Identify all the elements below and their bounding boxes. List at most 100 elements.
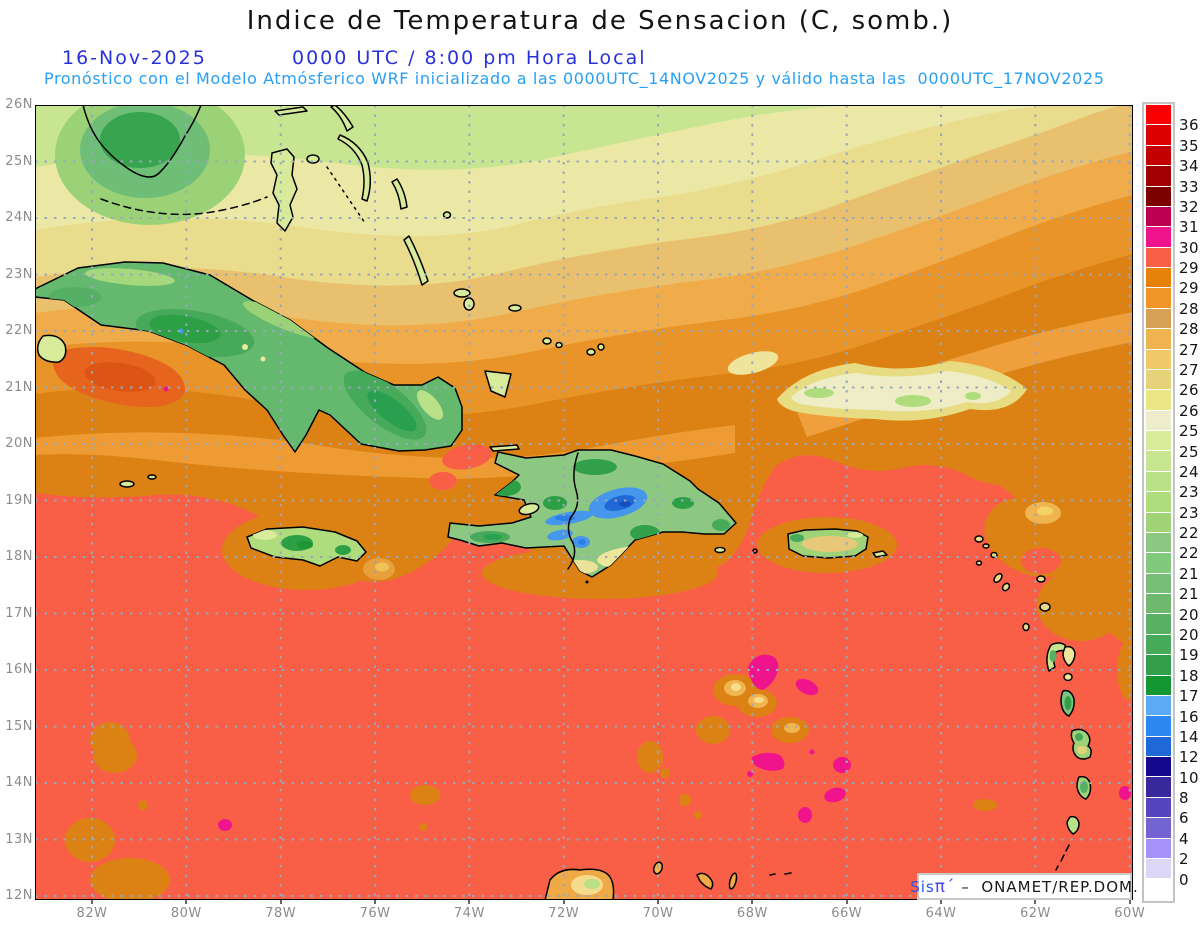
tortuga-island [489, 444, 520, 452]
colorbar-value-21.5: 21.5 [1179, 564, 1200, 583]
colorbar-box-35 [1146, 125, 1171, 146]
colorbar-box-23 [1146, 492, 1171, 513]
lat-label-12N: 12N [5, 888, 33, 903]
colorbar-box-20 [1146, 614, 1171, 635]
colorbar-box-20.5 [1146, 594, 1171, 615]
aruba [652, 861, 664, 875]
lon-label-70W: 70W [642, 906, 674, 921]
colorbar-value-36: 36 [1179, 116, 1200, 135]
colorbar-value-2: 2 [1179, 850, 1190, 869]
colorbar-box-18 [1146, 655, 1171, 676]
lat-label-20N: 20N [5, 436, 33, 451]
colorbar-value-27.5: 27.5 [1179, 340, 1200, 359]
colorbar-value-20: 20 [1179, 626, 1200, 644]
colorbar-box-12 [1146, 736, 1171, 757]
colorbar-box-21.5 [1146, 553, 1171, 574]
lon-tick [1128, 900, 1131, 904]
lon-label-60W: 60W [1114, 906, 1146, 921]
lon-tick [468, 900, 471, 904]
lon-label-80W: 80W [170, 906, 202, 921]
colorbar-value-29: 29 [1179, 279, 1200, 298]
colorbar-value-32: 32 [1179, 197, 1200, 216]
colorbar-box-22.5 [1146, 512, 1171, 533]
colorbar-value-17: 17 [1179, 687, 1200, 706]
lon-tick [845, 900, 848, 904]
colorbar-value-21: 21 [1179, 585, 1200, 604]
attribution-sis: Sis [910, 877, 935, 896]
colorbar-box-29.7 [1146, 247, 1171, 268]
lon-tick [279, 900, 282, 904]
colorbar-value-4: 4 [1179, 829, 1190, 848]
colorbar-box-26 [1146, 390, 1171, 411]
colorbar-value-23.5: 23.5 [1179, 483, 1200, 502]
forecast-time: 0000 UTC / 8:00 pm Hora Local [292, 47, 647, 69]
colorbar-box-29 [1146, 268, 1171, 289]
colorbar-box-32 [1146, 186, 1171, 207]
colorbar-value-26: 26 [1179, 401, 1200, 420]
colorbar-box-27.5 [1146, 329, 1171, 350]
colorbar-value-0: 0 [1179, 870, 1190, 889]
colorbar-box-8 [1146, 777, 1171, 798]
colorbar-box-10 [1146, 757, 1171, 778]
lon-tick [1034, 900, 1037, 904]
colorbar-value-23: 23 [1179, 503, 1200, 522]
attribution-pi-logo: π´ [934, 876, 956, 897]
colorbar-value-26.5: 26.5 [1179, 381, 1200, 400]
andros-island [270, 148, 298, 232]
colorbar-box-19 [1146, 634, 1171, 656]
lat-label-24N: 24N [5, 210, 33, 225]
colorbar-value-28: 28 [1179, 320, 1200, 339]
colorbar-box-28.5 [1146, 288, 1171, 309]
florida-keys [100, 196, 268, 216]
colorbar-box-21 [1146, 573, 1171, 594]
colorbar-box-25 [1146, 431, 1171, 452]
lat-label-15N: 15N [5, 718, 33, 734]
guadeloupe [1046, 642, 1069, 672]
lat-label-13N: 13N [5, 831, 33, 847]
lon-tick [657, 900, 660, 904]
lon-tick [940, 900, 943, 904]
lon-label-64W: 64W [925, 906, 957, 921]
map-canvas [34, 85, 1143, 902]
lat-label-25N: 25N [5, 153, 33, 169]
gonave-island [518, 502, 540, 516]
lon-tick [562, 900, 565, 904]
lat-label-16N: 16N [5, 662, 33, 677]
colorbar-value-27: 27 [1179, 361, 1200, 379]
lon-tick [91, 900, 93, 904]
lat-label-17N: 17N [5, 605, 33, 621]
lat-label-21N: 21N [5, 379, 33, 395]
colorbar-box-33 [1146, 166, 1171, 187]
colorbar-value-25: 25 [1179, 442, 1200, 461]
colorbar-box-25.5 [1146, 410, 1171, 431]
colorbar-box-31.5 [1146, 206, 1171, 228]
curacao [696, 872, 714, 890]
lon-tick [751, 900, 754, 904]
lat-label-23N: 23N [5, 266, 33, 282]
colorbar-box-26.5 [1146, 369, 1171, 391]
lon-tick [185, 900, 188, 904]
colorbar-box-22 [1146, 532, 1171, 554]
colorbar-value-34: 34 [1179, 157, 1200, 176]
colorbar-value-6: 6 [1179, 809, 1190, 828]
colorbar-value-18: 18 [1179, 666, 1200, 685]
colorbar-value-16: 16 [1179, 707, 1200, 726]
lat-label-22N: 22N [5, 323, 33, 338]
great-inagua [484, 370, 512, 398]
colorbar-value-30.7: 30.7 [1179, 238, 1200, 257]
colorbar-box-23.5 [1146, 471, 1171, 493]
lat-label-14N: 14N [5, 775, 33, 790]
lat-label-18N: 18N [5, 549, 33, 564]
page-title: Indice de Temperatura de Sensacion (C, s… [246, 6, 954, 36]
lon-tick [374, 900, 377, 904]
saona [714, 546, 726, 554]
colorbar-value-20.5: 20.5 [1179, 605, 1200, 624]
colorbar-value-35: 35 [1179, 136, 1200, 155]
colorbar-box-4 [1146, 818, 1171, 839]
lon-label-74W: 74W [453, 906, 485, 921]
temperature-field-map [34, 85, 1143, 902]
bonaire [728, 872, 738, 890]
colorbar [1142, 102, 1175, 903]
lat-label-26N: 26N [5, 97, 33, 112]
haiti-dr-border [567, 452, 579, 570]
